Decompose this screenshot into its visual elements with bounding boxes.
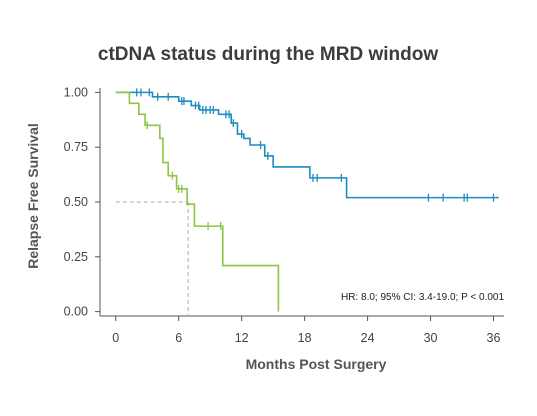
x-axis-label: Months Post Surgery bbox=[246, 356, 387, 372]
y-tick-label: 0.00 bbox=[64, 305, 88, 319]
hazard-ratio-annotation: HR: 8.0; 95% CI: 3.4-19.0; P < 0.001 bbox=[341, 292, 504, 303]
x-tick-label: 6 bbox=[175, 331, 182, 345]
x-tick-label: 0 bbox=[112, 331, 119, 345]
plot-area: 0.00 0.25 0.50 0.75 1.00 0 6 12 18 24 30 36 bbox=[64, 85, 504, 345]
chart-title: ctDNA status during the MRD window bbox=[98, 44, 438, 65]
y-tick-label: 1.00 bbox=[64, 85, 88, 99]
y-tick-label: 0.50 bbox=[64, 195, 88, 209]
x-tick-label: 24 bbox=[361, 331, 375, 345]
x-tick-label: 36 bbox=[487, 331, 501, 345]
x-tick-label: 30 bbox=[424, 331, 438, 345]
survival-curve-2 bbox=[115, 91, 280, 312]
x-tick-label: 18 bbox=[298, 331, 312, 345]
survival-curve-1 bbox=[115, 91, 499, 199]
y-tick-label: 0.75 bbox=[64, 140, 88, 154]
y-tick-label: 0.25 bbox=[64, 250, 88, 264]
x-tick-label: 12 bbox=[235, 331, 249, 345]
y-axis-label: Relapse Free Survival bbox=[25, 123, 41, 269]
